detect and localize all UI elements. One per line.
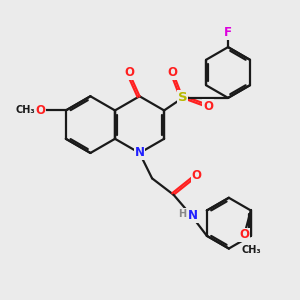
Text: N: N <box>188 209 198 222</box>
Text: CH₃: CH₃ <box>15 105 35 116</box>
Text: O: O <box>168 66 178 79</box>
Text: H: H <box>178 209 187 219</box>
Text: N: N <box>134 146 145 160</box>
Text: O: O <box>35 104 46 117</box>
Text: O: O <box>124 67 134 80</box>
Text: O: O <box>192 169 202 182</box>
Text: CH₃: CH₃ <box>241 245 261 255</box>
Text: O: O <box>203 100 213 113</box>
Text: S: S <box>178 92 188 104</box>
Text: O: O <box>239 229 249 242</box>
Text: F: F <box>224 26 232 39</box>
